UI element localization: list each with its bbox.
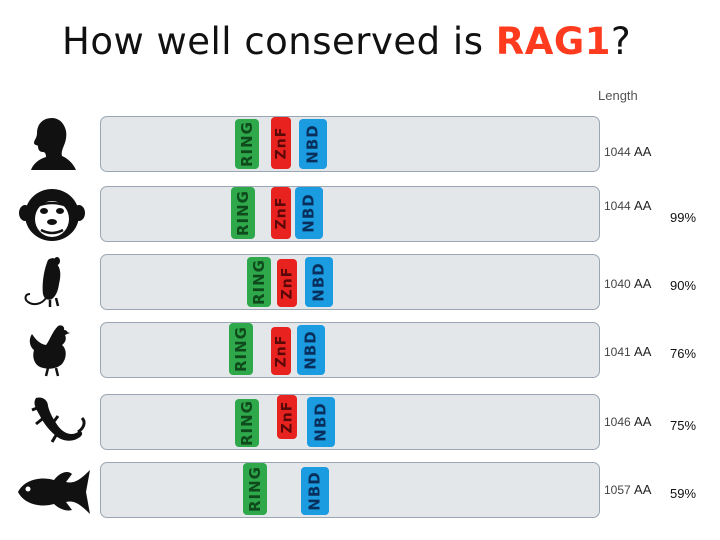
protein-length: 1057 AA [604, 482, 652, 497]
conservation-percent: 99% [670, 210, 697, 225]
chicken-silhouette-icon [29, 325, 70, 377]
protein-bar: RING ZnF NBD [100, 322, 600, 378]
fish-silhouette-icon [18, 470, 90, 514]
length-column-header: Length [598, 88, 638, 103]
title-suffix: ? [611, 20, 632, 63]
conservation-percent: 75% [670, 418, 697, 433]
species-row-chimpanzee: RING ZnF NBD 1044 AA 99% [0, 184, 720, 244]
conservation-percent: 76% [670, 346, 697, 361]
protein-length: 1040 AA [604, 276, 652, 291]
conservation-percent: 90% [670, 278, 697, 293]
znf-domain: ZnF [277, 259, 297, 307]
species-row-lizard: RING ZnF NBD 1046 AA 75% [0, 392, 720, 452]
protein-bar: RING ZnF NBD [100, 116, 600, 172]
nbd-domain: NBD [295, 187, 323, 239]
lizard-silhouette-icon [31, 397, 86, 443]
species-row-mouse: RING ZnF NBD 1040 AA 90% [0, 252, 720, 312]
protein-bar: RING ZnF NBD [100, 394, 600, 450]
znf-domain: ZnF [277, 395, 297, 439]
znf-domain: ZnF [271, 187, 291, 239]
species-row-chicken: RING ZnF NBD 1041 AA 76% [0, 320, 720, 380]
species-row-fish: RING NBD 1057 AA 59% [0, 460, 720, 520]
ring-domain: RING [235, 399, 259, 447]
title-prefix: How well conserved is [62, 20, 496, 63]
nbd-domain: NBD [297, 325, 325, 375]
human-silhouette-icon [31, 118, 76, 170]
chimpanzee-silhouette-icon [19, 189, 85, 241]
species-row-human: RING ZnF NBD 1044 AA [0, 114, 720, 174]
protein-length: 1044 AA [604, 198, 652, 213]
nbd-domain: NBD [299, 119, 327, 169]
ring-domain: RING [247, 257, 271, 307]
znf-domain: ZnF [271, 327, 291, 375]
protein-bar: RING ZnF NBD [100, 254, 600, 310]
page-title: How well conserved is RAG1? [62, 20, 631, 63]
ring-domain: RING [243, 463, 267, 515]
mouse-silhouette-icon [24, 257, 61, 307]
protein-length: 1046 AA [604, 414, 652, 429]
protein-length: 1041 AA [604, 344, 652, 359]
protein-bar: RING ZnF NBD [100, 186, 600, 242]
conservation-percent: 59% [670, 486, 697, 501]
protein-length: 1044 AA [604, 144, 652, 159]
znf-domain: ZnF [271, 117, 291, 169]
nbd-domain: NBD [305, 257, 333, 307]
nbd-domain: NBD [307, 397, 335, 447]
title-gene-name: RAG1 [495, 20, 611, 63]
ring-domain: RING [229, 323, 253, 375]
ring-domain: RING [235, 119, 259, 169]
ring-domain: RING [231, 187, 255, 239]
protein-bar: RING NBD [100, 462, 600, 518]
nbd-domain: NBD [301, 467, 329, 515]
